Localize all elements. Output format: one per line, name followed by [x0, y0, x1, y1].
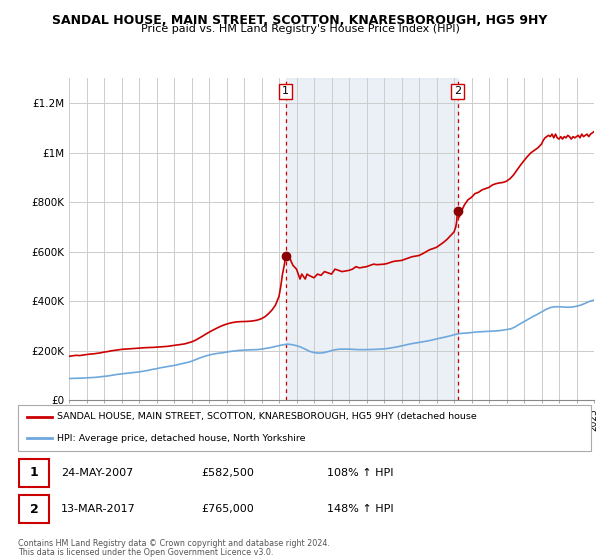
Bar	[19, 495, 49, 523]
Text: 148% ↑ HPI: 148% ↑ HPI	[328, 504, 394, 514]
Text: This data is licensed under the Open Government Licence v3.0.: This data is licensed under the Open Gov…	[18, 548, 274, 557]
Text: 108% ↑ HPI: 108% ↑ HPI	[328, 468, 394, 478]
Text: 24-MAY-2007: 24-MAY-2007	[61, 468, 133, 478]
Text: 2: 2	[29, 502, 38, 516]
Bar	[286, 78, 458, 400]
Text: Contains HM Land Registry data © Crown copyright and database right 2024.: Contains HM Land Registry data © Crown c…	[18, 539, 330, 548]
Text: 1: 1	[29, 466, 38, 479]
Text: £582,500: £582,500	[202, 468, 254, 478]
Text: £765,000: £765,000	[202, 504, 254, 514]
Text: 1: 1	[282, 86, 289, 96]
Text: 13-MAR-2017: 13-MAR-2017	[61, 504, 136, 514]
Text: SANDAL HOUSE, MAIN STREET, SCOTTON, KNARESBOROUGH, HG5 9HY (detached house: SANDAL HOUSE, MAIN STREET, SCOTTON, KNAR…	[57, 412, 477, 421]
Text: SANDAL HOUSE, MAIN STREET, SCOTTON, KNARESBOROUGH, HG5 9HY: SANDAL HOUSE, MAIN STREET, SCOTTON, KNAR…	[52, 14, 548, 27]
Bar	[19, 459, 49, 487]
Text: 2: 2	[454, 86, 461, 96]
Text: Price paid vs. HM Land Registry's House Price Index (HPI): Price paid vs. HM Land Registry's House …	[140, 24, 460, 34]
Text: HPI: Average price, detached house, North Yorkshire: HPI: Average price, detached house, Nort…	[57, 434, 305, 443]
